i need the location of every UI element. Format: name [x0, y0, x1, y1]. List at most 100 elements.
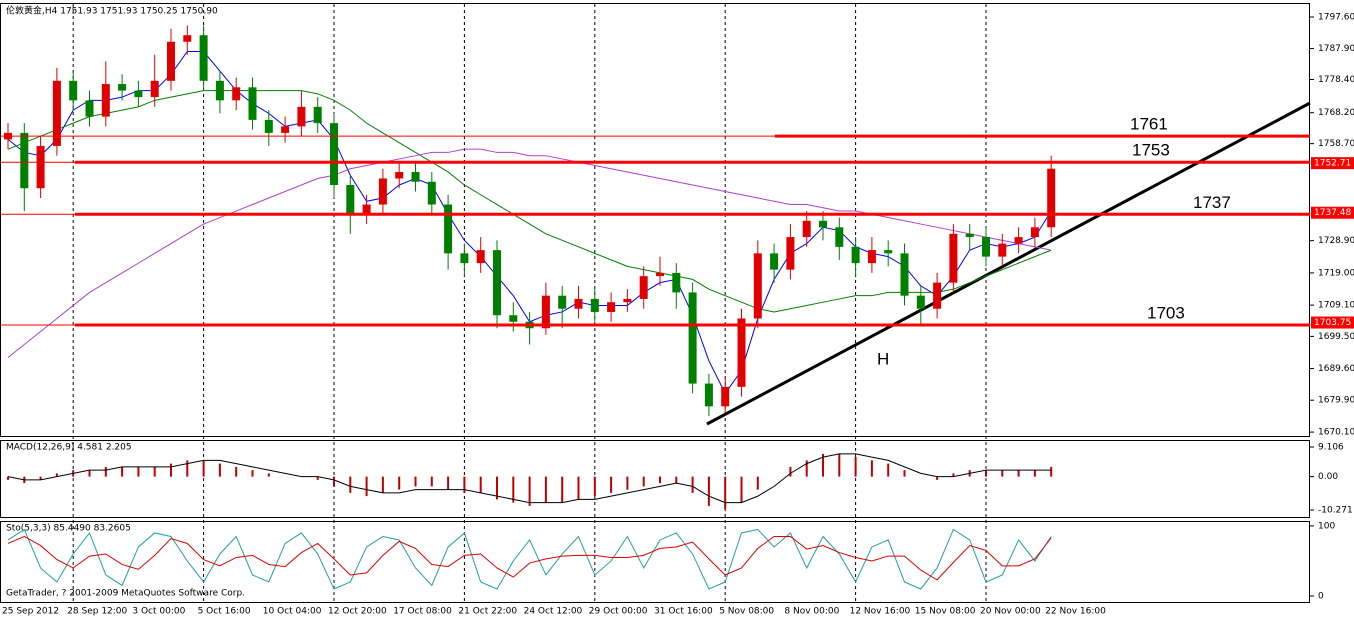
- candle-body: [770, 253, 779, 270]
- candle-body: [215, 80, 224, 101]
- y-tick-label: 1679.90: [1318, 396, 1354, 406]
- candle-body: [721, 386, 730, 407]
- macd-bar: [267, 473, 270, 477]
- candle-body: [199, 35, 208, 81]
- x-tick-label: 25 Sep 2012: [2, 607, 59, 617]
- candle-body: [36, 145, 45, 189]
- stoch-line: [7, 535, 1052, 581]
- candle-body: [737, 318, 746, 387]
- macd-bar: [479, 476, 482, 493]
- macd-bar: [137, 466, 140, 477]
- macd-bar: [870, 460, 873, 477]
- level-label: 1761: [1130, 115, 1168, 134]
- macd-bar: [349, 476, 352, 493]
- macd-bar: [936, 476, 939, 480]
- x-tick-label: 28 Sep 12:00: [67, 607, 127, 617]
- y-tick-label: 1719.00: [1318, 268, 1354, 278]
- candle-body: [248, 87, 257, 120]
- x-tick-label: 12 Nov 16:00: [850, 607, 911, 617]
- x-tick-label: 15 Nov 08:00: [915, 607, 976, 617]
- price-tag-label: 1703.75: [1314, 318, 1351, 328]
- macd-bar: [707, 476, 710, 506]
- macd-bar: [496, 476, 498, 500]
- candle-body: [134, 90, 143, 98]
- candle-body: [639, 276, 648, 299]
- candle-body: [167, 41, 175, 81]
- macd-signal: [7, 453, 1052, 504]
- annotation: H: [877, 349, 889, 368]
- macd-bar: [675, 476, 678, 484]
- macd-bar: [88, 470, 91, 477]
- macd-bar: [512, 476, 515, 503]
- macd-bar: [430, 476, 433, 487]
- level-label: 1703: [1147, 303, 1185, 322]
- candle-body: [150, 80, 159, 98]
- macd-bar: [952, 473, 955, 477]
- y-tick-label: 1797.60: [1318, 12, 1354, 22]
- candle-body: [688, 292, 697, 384]
- y-tick-label: 1689.60: [1318, 364, 1354, 374]
- x-tick-label: 21 Oct 22:00: [458, 607, 517, 617]
- x-tick-label: 31 Oct 16:00: [654, 607, 713, 617]
- macd-bar: [414, 476, 417, 487]
- level-label: 1737: [1193, 193, 1231, 212]
- candle-body: [558, 295, 567, 309]
- macd-bar: [887, 463, 890, 477]
- y-tick-label: 0.00: [1318, 472, 1338, 482]
- macd-bar: [186, 460, 189, 477]
- candle-body: [656, 272, 664, 277]
- macd-bar: [626, 476, 629, 490]
- y-tick-label: 1758.70: [1318, 139, 1354, 149]
- y-tick-label: 9.106: [1318, 443, 1344, 453]
- macd-bar: [463, 476, 466, 493]
- x-tick-label: 22 Nov 16:00: [1045, 607, 1106, 617]
- candle-body: [835, 227, 844, 247]
- macd-bar: [691, 476, 694, 493]
- y-tick-label: 1787.90: [1318, 44, 1354, 54]
- candle-body: [118, 84, 127, 91]
- candle-body: [704, 383, 713, 407]
- candle-body: [933, 282, 942, 309]
- candle-body: [52, 80, 61, 146]
- moving-average: [7, 90, 1052, 313]
- candle-body: [264, 119, 273, 133]
- candle-body: [476, 250, 485, 264]
- y-tick-label: 100: [1318, 521, 1335, 531]
- macd-title: MACD(12,26,9) 4.581 2.205: [6, 443, 132, 453]
- candle-body: [786, 237, 795, 270]
- x-tick-label: 20 Nov 00:00: [980, 607, 1041, 617]
- price-panel: [0, 3, 1310, 437]
- candle-body: [444, 204, 453, 254]
- macd-bar: [789, 466, 792, 477]
- candle-body: [378, 178, 387, 205]
- candle-body: [623, 298, 632, 303]
- macd-bar: [593, 476, 596, 497]
- candle-body: [1047, 168, 1056, 228]
- macd-bar: [1017, 470, 1020, 477]
- price-tag: [1311, 157, 1354, 170]
- candle-body: [574, 298, 583, 309]
- candle-body: [509, 315, 518, 322]
- macd-bar: [577, 476, 580, 500]
- y-tick-label: -10.271: [1318, 506, 1353, 516]
- y-tick-label: 1670.10: [1318, 428, 1354, 438]
- candle-body: [819, 220, 827, 228]
- macd-bar: [202, 460, 205, 477]
- macd-bar: [39, 476, 42, 480]
- level-label: 1753: [1132, 141, 1170, 160]
- candle-body: [607, 302, 616, 312]
- macd-bar: [381, 476, 384, 493]
- candle-body: [493, 250, 501, 316]
- candle-body: [802, 220, 811, 238]
- macd-bar: [218, 463, 221, 477]
- macd-bar: [170, 463, 172, 477]
- candle-body: [590, 298, 599, 312]
- macd-bar: [1001, 470, 1004, 477]
- candle-body: [313, 106, 322, 124]
- macd-panel: [0, 440, 1310, 518]
- candle-body: [900, 253, 909, 296]
- macd-bar: [756, 476, 759, 490]
- candle-body: [346, 184, 355, 215]
- candle-body: [330, 123, 338, 185]
